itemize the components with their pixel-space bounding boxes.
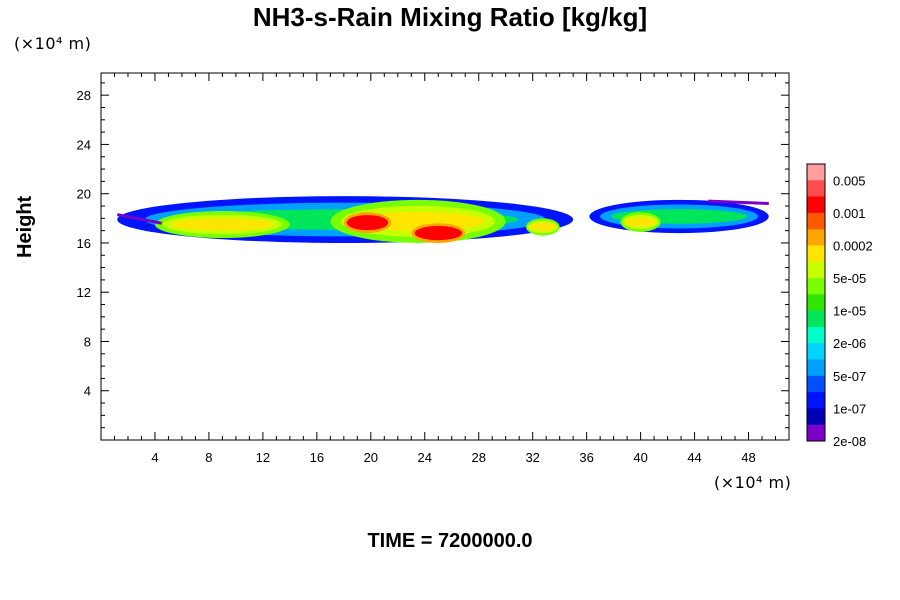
- y-tick-label: 12: [77, 285, 91, 300]
- field-edge-left: [116, 213, 162, 225]
- colorbar-swatch: [807, 261, 825, 279]
- colorbar-label: 5e-05: [833, 271, 866, 286]
- colorbar-swatch: [807, 310, 825, 328]
- x-tick-label: 36: [579, 450, 593, 465]
- x-tick-label: 40: [633, 450, 647, 465]
- colorbar-swatch: [807, 408, 825, 426]
- x-tick-label: 48: [741, 450, 755, 465]
- x-tick-label: 4: [151, 450, 158, 465]
- colorbar-label: 5e-07: [833, 369, 866, 384]
- colorbar-label: 2e-06: [833, 336, 866, 351]
- y-axis-unit: (×10⁴ m): [14, 34, 92, 53]
- colorbar-label: 0.0002: [833, 238, 873, 253]
- colorbar-swatch: [807, 294, 825, 312]
- plot-frame: [100, 72, 790, 441]
- field-region-7-1: [414, 226, 462, 241]
- y-tick-label: 16: [77, 236, 91, 251]
- colorbar-label: 0.001: [833, 206, 866, 221]
- colorbar-swatch: [807, 278, 825, 295]
- field-edge-right: [707, 199, 769, 206]
- colorbar-label: 1e-07: [833, 401, 866, 416]
- colorbar-swatch: [807, 245, 825, 263]
- colorbar-swatch: [807, 326, 825, 344]
- colorbar-swatch: [807, 343, 825, 361]
- y-tick-label: 24: [77, 137, 91, 152]
- y-tick-label: 20: [77, 187, 91, 202]
- x-tick-label: 24: [418, 450, 432, 465]
- x-tick-label: 32: [525, 450, 539, 465]
- colorbar-label: 2e-08: [833, 434, 866, 449]
- x-tick-label: 44: [687, 450, 701, 465]
- y-tick-label: 8: [84, 334, 91, 349]
- colorbar-swatch: [807, 392, 825, 409]
- field-region-4-2: [529, 223, 556, 231]
- field-region-5-2: [625, 217, 656, 227]
- y-tick-label: 4: [84, 384, 91, 399]
- y-tick-label: 28: [77, 88, 91, 103]
- colorbar-swatch: [807, 164, 825, 181]
- x-tick-label: 16: [310, 450, 324, 465]
- colorbar-swatch: [807, 424, 825, 442]
- x-tick-label: 20: [364, 450, 378, 465]
- colorbar-swatch: [807, 196, 825, 214]
- time-label: TIME = 7200000.0: [367, 530, 533, 552]
- x-axis-unit: (×10⁴ m): [714, 473, 792, 492]
- colorbar-swatch: [807, 180, 825, 198]
- x-tick-label: 12: [256, 450, 270, 465]
- colorbar-swatch: [807, 359, 825, 377]
- colorbar-swatch: [807, 229, 825, 246]
- colorbar-label: 0.005: [833, 173, 866, 188]
- x-tick-label: 8: [205, 450, 212, 465]
- field-region-6-1: [346, 215, 389, 231]
- colorbar-frame: [806, 163, 826, 442]
- x-tick-label: 28: [471, 450, 485, 465]
- field-region-2-2: [171, 218, 274, 231]
- chart-title: NH3-s-Rain Mixing Ratio [kg/kg]: [252, 2, 648, 32]
- colorbar-label: 1e-05: [833, 304, 866, 319]
- colorbar-swatch: [807, 375, 825, 393]
- colorbar-swatch: [807, 212, 825, 230]
